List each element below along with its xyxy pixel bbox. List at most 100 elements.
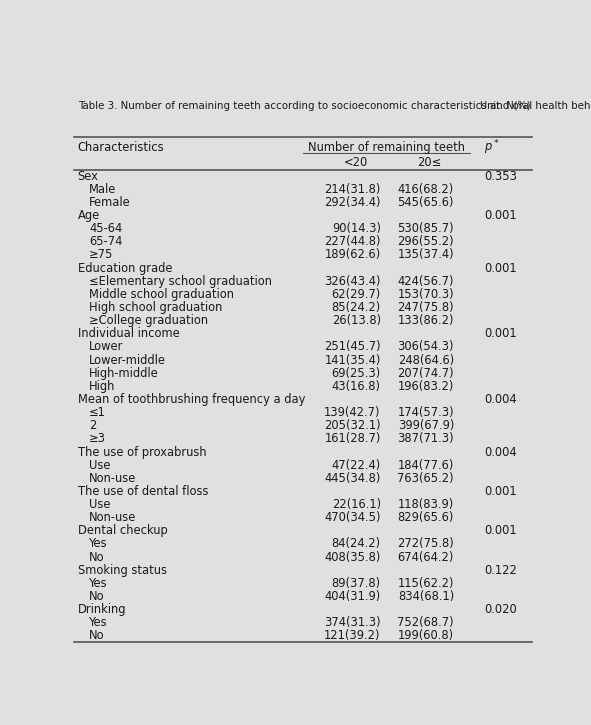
Text: 133(86.2): 133(86.2) [398, 314, 454, 327]
Text: 374(31.3): 374(31.3) [324, 616, 381, 629]
Text: 43(16.8): 43(16.8) [332, 380, 381, 393]
Text: 153(70.3): 153(70.3) [397, 288, 454, 301]
Text: 214(31.8): 214(31.8) [324, 183, 381, 196]
Text: 62(29.7): 62(29.7) [332, 288, 381, 301]
Text: 90(14.3): 90(14.3) [332, 223, 381, 235]
Text: Mean of toothbrushing frequency a day: Mean of toothbrushing frequency a day [77, 393, 305, 406]
Text: High school graduation: High school graduation [89, 301, 222, 314]
Text: 45-64: 45-64 [89, 223, 122, 235]
Text: 272(75.8): 272(75.8) [397, 537, 454, 550]
Text: ≥75: ≥75 [89, 249, 113, 262]
Text: Use: Use [89, 459, 111, 472]
Text: 0.122: 0.122 [484, 564, 517, 576]
Text: 0.004: 0.004 [484, 445, 517, 458]
Text: Education grade: Education grade [77, 262, 172, 275]
Text: 292(34.4): 292(34.4) [324, 196, 381, 209]
Text: 118(83.9): 118(83.9) [398, 498, 454, 511]
Text: 141(35.4): 141(35.4) [324, 354, 381, 367]
Text: Drinking: Drinking [77, 603, 126, 616]
Text: Male: Male [89, 183, 116, 196]
Text: 135(37.4): 135(37.4) [397, 249, 454, 262]
Text: 763(65.2): 763(65.2) [397, 472, 454, 485]
Text: 424(56.7): 424(56.7) [398, 275, 454, 288]
Text: 306(54.3): 306(54.3) [398, 341, 454, 353]
Text: $p$: $p$ [484, 141, 493, 155]
Text: 0.004: 0.004 [484, 393, 517, 406]
Text: 545(65.6): 545(65.6) [398, 196, 454, 209]
Text: 247(75.8): 247(75.8) [397, 301, 454, 314]
Text: 399(67.9): 399(67.9) [398, 419, 454, 432]
Text: 470(34.5): 470(34.5) [324, 511, 381, 524]
Text: Number of remaining teeth: Number of remaining teeth [308, 141, 465, 154]
Text: 834(68.1): 834(68.1) [398, 590, 454, 603]
Text: 26(13.8): 26(13.8) [332, 314, 381, 327]
Text: The use of dental floss: The use of dental floss [77, 485, 208, 498]
Text: Age: Age [77, 209, 100, 222]
Text: 0.001: 0.001 [484, 485, 517, 498]
Text: 89(37.8): 89(37.8) [332, 577, 381, 590]
Text: 69(25.3): 69(25.3) [332, 367, 381, 380]
Text: Sex: Sex [77, 170, 99, 183]
Text: 445(34.8): 445(34.8) [324, 472, 381, 485]
Text: 408(35.8): 408(35.8) [324, 550, 381, 563]
Text: 22(16.1): 22(16.1) [332, 498, 381, 511]
Text: 326(43.4): 326(43.4) [324, 275, 381, 288]
Text: Table 3. Number of remaining teeth according to socioeconomic characteristics an: Table 3. Number of remaining teeth accor… [77, 101, 591, 111]
Text: No: No [89, 629, 105, 642]
Text: 139(42.7): 139(42.7) [324, 406, 381, 419]
Text: 829(65.6): 829(65.6) [398, 511, 454, 524]
Text: Yes: Yes [89, 577, 108, 590]
Text: ≤1: ≤1 [89, 406, 106, 419]
Text: *: * [494, 139, 499, 148]
Text: Yes: Yes [89, 616, 108, 629]
Text: 0.001: 0.001 [484, 209, 517, 222]
Text: The use of proxabrush: The use of proxabrush [77, 445, 206, 458]
Text: 296(55.2): 296(55.2) [397, 236, 454, 249]
Text: 752(68.7): 752(68.7) [397, 616, 454, 629]
Text: 20≤: 20≤ [417, 156, 441, 169]
Text: Smoking status: Smoking status [77, 564, 167, 576]
Text: 84(24.2): 84(24.2) [332, 537, 381, 550]
Text: 115(62.2): 115(62.2) [398, 577, 454, 590]
Text: 174(57.3): 174(57.3) [397, 406, 454, 419]
Text: 121(39.2): 121(39.2) [324, 629, 381, 642]
Text: Middle school graduation: Middle school graduation [89, 288, 234, 301]
Text: ≥3: ≥3 [89, 432, 106, 445]
Text: 416(68.2): 416(68.2) [398, 183, 454, 196]
Text: No: No [89, 590, 105, 603]
Text: 47(22.4): 47(22.4) [332, 459, 381, 472]
Text: 251(45.7): 251(45.7) [324, 341, 381, 353]
Text: Non-use: Non-use [89, 511, 137, 524]
Text: 387(71.3): 387(71.3) [397, 432, 454, 445]
Text: 65-74: 65-74 [89, 236, 122, 249]
Text: 0.001: 0.001 [484, 327, 517, 340]
Text: 0.001: 0.001 [484, 524, 517, 537]
Text: <20: <20 [343, 156, 368, 169]
Text: 0.001: 0.001 [484, 262, 517, 275]
Text: ≥College graduation: ≥College graduation [89, 314, 208, 327]
Text: 85(24.2): 85(24.2) [332, 301, 381, 314]
Text: 205(32.1): 205(32.1) [324, 419, 381, 432]
Text: 207(74.7): 207(74.7) [397, 367, 454, 380]
Text: Use: Use [89, 498, 111, 511]
Text: 161(28.7): 161(28.7) [324, 432, 381, 445]
Text: No: No [89, 550, 105, 563]
Text: Characteristics: Characteristics [77, 141, 164, 154]
Text: Dental checkup: Dental checkup [77, 524, 167, 537]
Text: 0.353: 0.353 [484, 170, 517, 183]
Text: ≤Elementary school graduation: ≤Elementary school graduation [89, 275, 272, 288]
Text: Non-use: Non-use [89, 472, 137, 485]
Text: Female: Female [89, 196, 131, 209]
Text: 199(60.8): 199(60.8) [398, 629, 454, 642]
Text: 184(77.6): 184(77.6) [398, 459, 454, 472]
Text: 530(85.7): 530(85.7) [397, 223, 454, 235]
Text: Individual income: Individual income [77, 327, 179, 340]
Text: High-middle: High-middle [89, 367, 159, 380]
Text: 248(64.6): 248(64.6) [398, 354, 454, 367]
Text: Yes: Yes [89, 537, 108, 550]
Text: 196(83.2): 196(83.2) [398, 380, 454, 393]
Text: Lower: Lower [89, 341, 124, 353]
Text: 189(62.6): 189(62.6) [324, 249, 381, 262]
Text: 227(44.8): 227(44.8) [324, 236, 381, 249]
Text: 2: 2 [89, 419, 96, 432]
